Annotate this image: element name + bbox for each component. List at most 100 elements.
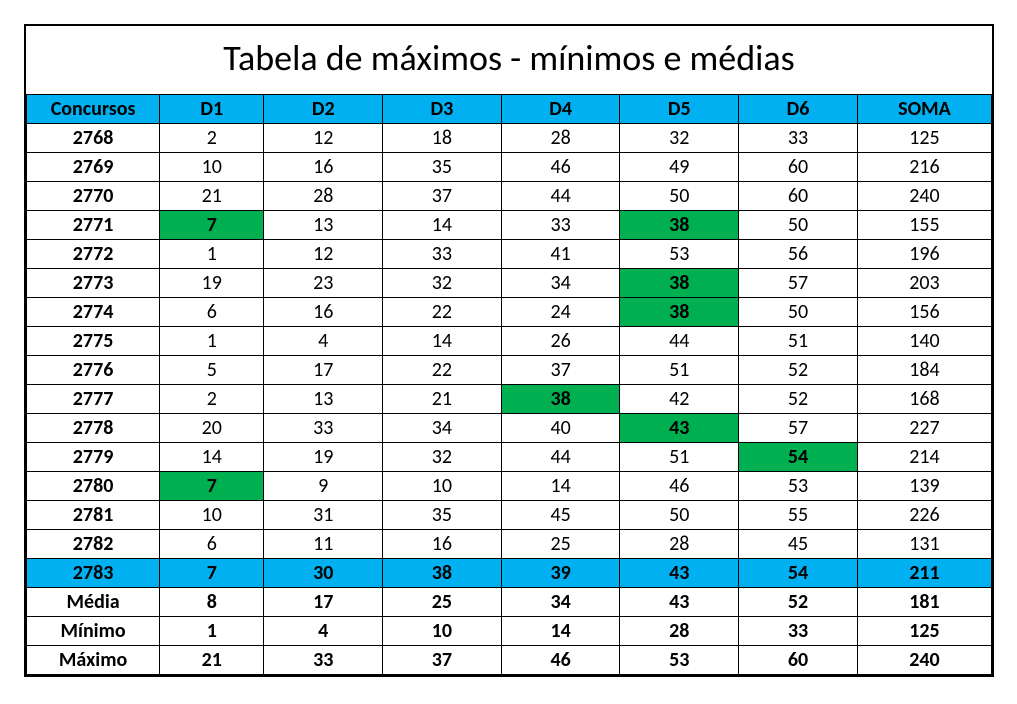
cell: 57: [739, 269, 858, 298]
cell: 6: [160, 530, 264, 559]
col-header: SOMA: [857, 95, 991, 124]
row-label: Máximo: [27, 646, 160, 675]
cell: 33: [264, 414, 383, 443]
cell: 10: [160, 153, 264, 182]
cell: 51: [620, 443, 739, 472]
table-row: 2773192332343857203: [27, 269, 992, 298]
cell: 9: [264, 472, 383, 501]
cell: 34: [383, 414, 502, 443]
cell: 140: [857, 327, 991, 356]
cell: 11: [264, 530, 383, 559]
cell: 125: [857, 617, 991, 646]
cell: 12: [264, 240, 383, 269]
cell: 33: [739, 617, 858, 646]
row-label: 2777: [27, 385, 160, 414]
cell: 44: [501, 182, 620, 211]
cell: 10: [160, 501, 264, 530]
cell: 19: [264, 443, 383, 472]
table-row: 2779141932445154214: [27, 443, 992, 472]
cell: 21: [160, 182, 264, 211]
cell: 7: [160, 211, 264, 240]
cell: 240: [857, 646, 991, 675]
cell: 23: [264, 269, 383, 298]
cell: 45: [739, 530, 858, 559]
table-row: 278373038394354211: [27, 559, 992, 588]
cell: 21: [160, 646, 264, 675]
table-row: 2770212837445060240: [27, 182, 992, 211]
cell: 14: [501, 617, 620, 646]
cell: 56: [739, 240, 858, 269]
table-row: 277171314333850155: [27, 211, 992, 240]
cell: 33: [501, 211, 620, 240]
col-header: D1: [160, 95, 264, 124]
row-label: 2779: [27, 443, 160, 472]
table-row: 27807910144653139: [27, 472, 992, 501]
table-row: Máximo213337465360240: [27, 646, 992, 675]
col-header: D6: [739, 95, 858, 124]
cell: 156: [857, 298, 991, 327]
cell: 50: [739, 298, 858, 327]
cell: 5: [160, 356, 264, 385]
cell: 2: [160, 124, 264, 153]
cell: 25: [383, 588, 502, 617]
header-row: ConcursosD1D2D3D4D5D6SOMA: [27, 95, 992, 124]
cell: 52: [739, 356, 858, 385]
cell: 55: [739, 501, 858, 530]
cell: 196: [857, 240, 991, 269]
cell: 240: [857, 182, 991, 211]
cell: 14: [383, 211, 502, 240]
cell: 33: [383, 240, 502, 269]
row-label: 2783: [27, 559, 160, 588]
cell: 227: [857, 414, 991, 443]
table-row: 276821218283233125: [27, 124, 992, 153]
cell: 211: [857, 559, 991, 588]
cell: 46: [620, 472, 739, 501]
cell: 50: [739, 211, 858, 240]
table-row: 27751414264451140: [27, 327, 992, 356]
row-label: 2772: [27, 240, 160, 269]
cell: 16: [383, 530, 502, 559]
table-body: 2768212182832331252769101635464960216277…: [27, 124, 992, 675]
cell: 50: [620, 182, 739, 211]
cell: 38: [620, 298, 739, 327]
cell: 7: [160, 472, 264, 501]
cell: 34: [501, 269, 620, 298]
cell: 37: [501, 356, 620, 385]
cell: 184: [857, 356, 991, 385]
cell: 38: [383, 559, 502, 588]
cell: 21: [383, 385, 502, 414]
table-row: 277651722375152184: [27, 356, 992, 385]
row-label: 2770: [27, 182, 160, 211]
row-label: Mínimo: [27, 617, 160, 646]
cell: 155: [857, 211, 991, 240]
cell: 57: [739, 414, 858, 443]
cell: 43: [620, 559, 739, 588]
col-header: Concursos: [27, 95, 160, 124]
cell: 181: [857, 588, 991, 617]
row-label: 2781: [27, 501, 160, 530]
cell: 32: [620, 124, 739, 153]
cell: 16: [264, 153, 383, 182]
cell: 8: [160, 588, 264, 617]
table-row: 277461622243850156: [27, 298, 992, 327]
cell: 10: [383, 472, 502, 501]
cell: 6: [160, 298, 264, 327]
cell: 14: [160, 443, 264, 472]
cell: 4: [264, 617, 383, 646]
cell: 131: [857, 530, 991, 559]
cell: 28: [620, 617, 739, 646]
cell: 31: [264, 501, 383, 530]
row-label: 2771: [27, 211, 160, 240]
table-row: 278261116252845131: [27, 530, 992, 559]
cell: 43: [620, 588, 739, 617]
cell: 214: [857, 443, 991, 472]
cell: 1: [160, 327, 264, 356]
cell: 51: [620, 356, 739, 385]
col-header: D5: [620, 95, 739, 124]
table-row: 2778203334404357227: [27, 414, 992, 443]
cell: 14: [501, 472, 620, 501]
col-header: D2: [264, 95, 383, 124]
cell: 1: [160, 617, 264, 646]
table-container: Tabela de máximos - mínimos e médias Con…: [24, 24, 994, 677]
cell: 50: [620, 501, 739, 530]
